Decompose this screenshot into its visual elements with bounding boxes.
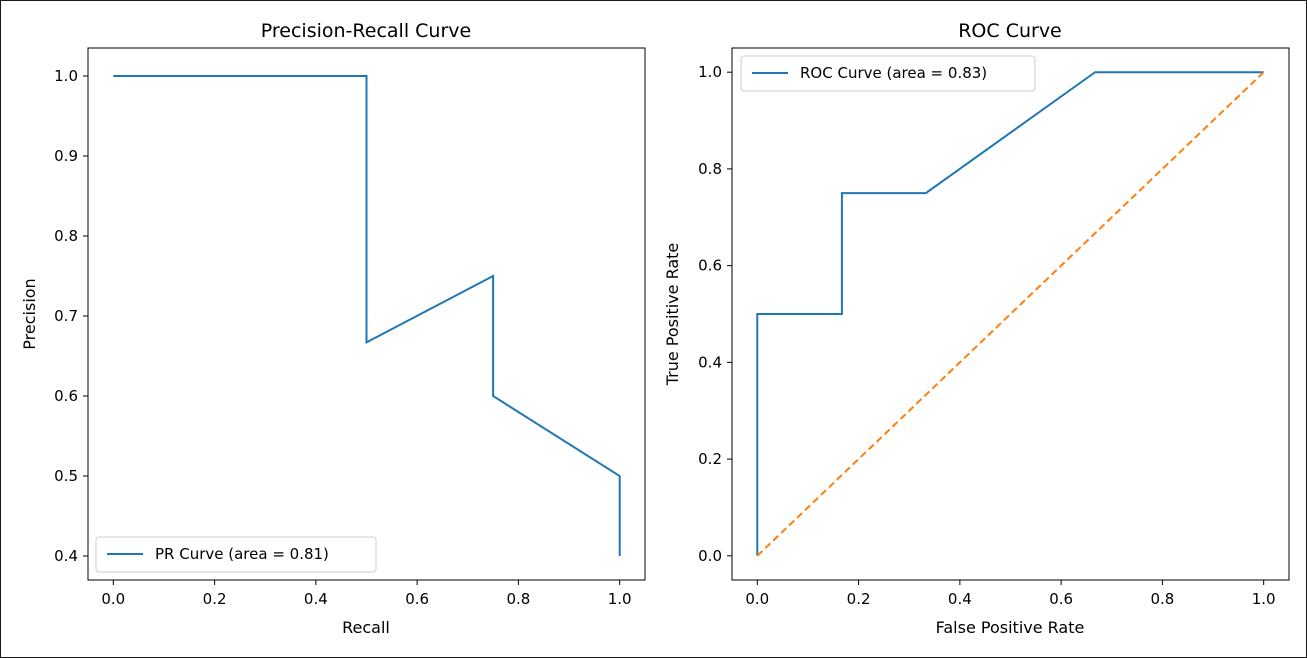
roc-y-tick-label: 0.4	[698, 353, 722, 371]
pr-y-tick-label: 0.6	[54, 387, 78, 405]
roc-y-tick-label: 0.6	[698, 257, 722, 275]
roc-lines	[756, 71, 1265, 557]
pr-y-tick-label: 0.7	[54, 307, 78, 325]
roc-y-tick-label: 0.0	[698, 547, 722, 565]
pr-x-tick-label: 0.0	[101, 590, 125, 608]
pr-x-tick-label: 0.6	[405, 590, 429, 608]
roc-x-tick-label: 1.0	[1252, 590, 1276, 608]
roc-x-tick-label: 0.2	[847, 590, 871, 608]
roc-y-tick-label: 1.0	[698, 63, 722, 81]
roc-y-ticks: 0.0 0.2 0.4 0.6 0.8 1.0	[698, 63, 732, 565]
pr-x-axis-label: Recall	[342, 618, 390, 637]
roc-y-tick-label: 0.8	[698, 160, 722, 178]
pr-y-tick-label: 0.9	[54, 147, 78, 165]
roc-x-tick-label: 0.8	[1150, 590, 1174, 608]
pr-chart: Precision-Recall Curve 0.0 0.2 0.4 0.6 0.8 1.…	[20, 20, 646, 637]
roc-x-axis-label: False Positive Rate	[936, 618, 1085, 637]
roc-legend-box	[740, 55, 1036, 92]
pr-x-tick-label: 0.2	[203, 590, 227, 608]
roc-plot-area	[731, 47, 1290, 581]
roc-legend-label: ROC Curve (area = 0.83)	[800, 64, 987, 82]
pr-legend-label: PR Curve (area = 0.81)	[155, 545, 329, 563]
pr-lines	[113, 75, 621, 556]
roc-y-tick-label: 0.2	[698, 450, 722, 468]
pr-chart-title: Precision-Recall Curve	[261, 20, 471, 42]
pr-y-tick-label: 1.0	[54, 67, 78, 85]
pr-x-ticks: 0.0 0.2 0.4 0.6 0.8 1.0	[101, 580, 632, 608]
roc-diagonal-reference-line	[756, 71, 1265, 557]
roc-x-tick-label: 0.4	[948, 590, 972, 608]
pr-legend: PR Curve (area = 0.81)	[95, 536, 377, 573]
pr-x-tick-label: 1.0	[608, 590, 632, 608]
roc-chart: ROC Curve 0.0 0.2 0.4 0.6 0.8 1.0 0.00.20.40.…	[663, 20, 1290, 637]
pr-legend-box	[95, 536, 377, 573]
pr-plot-area	[87, 47, 646, 581]
roc-curve-line	[756, 71, 1264, 556]
pr-y-tick-label: 0.8	[54, 227, 78, 245]
pr-y-tick-label: 0.5	[54, 467, 78, 485]
roc-x-tick-label: 0.0	[745, 590, 769, 608]
roc-legend: ROC Curve (area = 0.83)	[740, 55, 1036, 92]
pr-x-tick-label: 0.8	[506, 590, 530, 608]
roc-chart-title: ROC Curve	[958, 20, 1062, 42]
pr-y-tick-label: 0.4	[54, 547, 78, 565]
pr-x-tick-label: 0.4	[304, 590, 328, 608]
roc-x-ticks: 0.0 0.2 0.4 0.6 0.8 1.0	[745, 580, 1276, 608]
pr-y-ticks: 0.4 0.5 0.6 0.7 0.8 0.9 1.0	[54, 67, 88, 565]
roc-x-tick-label: 0.6	[1049, 590, 1073, 608]
pr-curve-line	[113, 75, 621, 556]
pr-y-axis-label: Precision	[20, 278, 39, 349]
roc-y-axis-label: True Positive Rate	[663, 243, 682, 387]
